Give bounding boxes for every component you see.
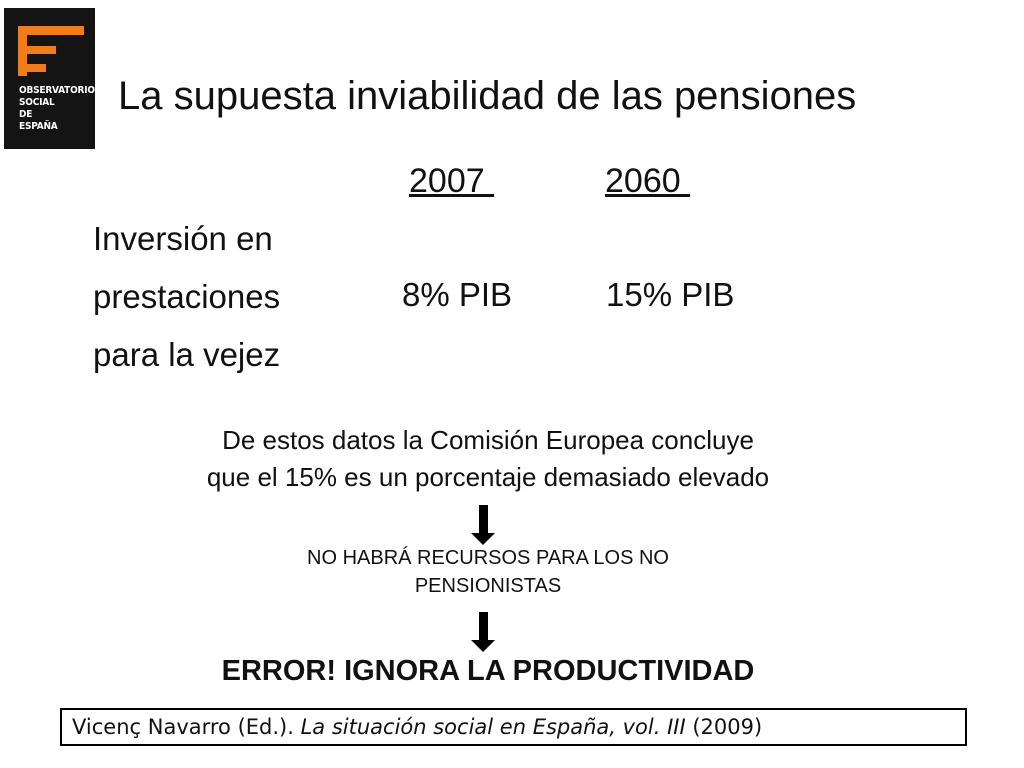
observatorio-logo: OBSERVATORIO SOCIAL DE ESPAÑA bbox=[4, 8, 95, 149]
conclusion-text: De estos datos la Comisión Europea concl… bbox=[0, 422, 976, 496]
year-header-2007: 2007 bbox=[409, 162, 495, 200]
citation-work: La situación social en España, vol. III bbox=[300, 715, 686, 739]
logo-line: SOCIAL bbox=[19, 97, 55, 108]
logo-line: DE bbox=[19, 109, 33, 120]
logo-line: OBSERVATORIO bbox=[19, 85, 95, 96]
error-statement: ERROR! IGNORA LA PRODUCTIVIDAD bbox=[221, 655, 755, 687]
slide-title: La supuesta inviabilidad de las pensione… bbox=[118, 74, 857, 118]
row-label-line: Inversión en bbox=[93, 220, 273, 257]
resources-statement: NO HABRÁ RECURSOS PARA LOS NO PENSIONIST… bbox=[0, 544, 976, 600]
value-2060: 15% PIB bbox=[606, 276, 735, 313]
citation-box: Vicenç Navarro (Ed.). La situación socia… bbox=[60, 708, 967, 746]
down-arrow-icon bbox=[471, 612, 495, 652]
resources-line: PENSIONISTAS bbox=[414, 575, 562, 597]
row-label-line: prestaciones bbox=[93, 278, 281, 315]
row-label-line: para la vejez bbox=[93, 336, 281, 373]
conclusion-line: que el 15% es un porcentaje demasiado el… bbox=[206, 462, 770, 492]
logo-line: ESPAÑA bbox=[19, 121, 58, 132]
logo-text: OBSERVATORIO SOCIAL DE ESPAÑA bbox=[19, 85, 95, 133]
year-header-2060: 2060 bbox=[605, 162, 691, 200]
logo-mark-icon bbox=[18, 26, 84, 76]
citation-year: (2009) bbox=[685, 715, 763, 739]
value-2007: 8% PIB bbox=[402, 276, 513, 313]
conclusion-line: De estos datos la Comisión Europea concl… bbox=[222, 425, 754, 455]
resources-line: NO HABRÁ RECURSOS PARA LOS NO bbox=[307, 547, 669, 569]
citation-author: Vicenç Navarro (Ed.). bbox=[72, 715, 301, 739]
down-arrow-icon bbox=[471, 505, 495, 545]
